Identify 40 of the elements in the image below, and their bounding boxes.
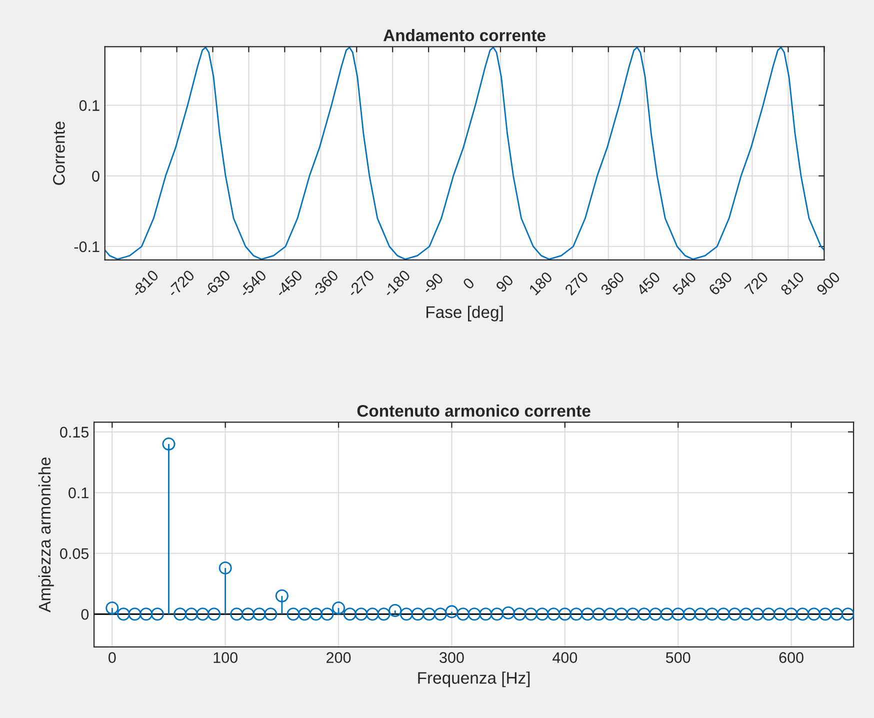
x-tick-label: -450 bbox=[274, 269, 304, 298]
y-tick-label: 0.1 bbox=[79, 100, 100, 111]
x-tick-label: -270 bbox=[346, 269, 375, 298]
chart-title: Andamento corrente bbox=[383, 29, 546, 42]
x-tick-label: 450 bbox=[636, 271, 661, 296]
x-tick-label: 810 bbox=[780, 271, 805, 296]
x-tick-label: -360 bbox=[310, 269, 339, 298]
x-tick-label: 720 bbox=[744, 271, 769, 296]
x-tick-label: 270 bbox=[564, 271, 589, 296]
x-tick-label: 540 bbox=[672, 271, 697, 296]
y-tick-label: 0.05 bbox=[60, 548, 89, 560]
x-tick-label: -180 bbox=[382, 269, 411, 298]
x-tick-label: 90 bbox=[495, 274, 514, 293]
chart-title: Contenuto armonico corrente bbox=[357, 404, 590, 417]
y-tick-label: 0.1 bbox=[68, 488, 88, 498]
x-tick-label: -810 bbox=[130, 269, 160, 298]
x-axis-title: Fase [deg] bbox=[426, 306, 503, 322]
x-tick-label: 360 bbox=[600, 271, 625, 296]
x-tick-label: 300 bbox=[440, 652, 464, 663]
x-tick-label: 400 bbox=[552, 652, 578, 663]
x-tick-label: -90 bbox=[422, 272, 444, 295]
x-tick-label: -540 bbox=[238, 269, 268, 298]
x-tick-label: 630 bbox=[708, 271, 733, 296]
x-tick-label: 180 bbox=[528, 271, 553, 296]
y-tick-label: 0 bbox=[92, 170, 100, 182]
x-tick-label: 0 bbox=[108, 652, 116, 663]
x-tick-label: 500 bbox=[666, 652, 690, 663]
x-tick-label: -630 bbox=[202, 269, 232, 298]
y-tick-label: -0.1 bbox=[74, 241, 100, 252]
x-tick-label: 200 bbox=[326, 652, 351, 663]
y-axis-title: Corrente bbox=[53, 122, 65, 185]
x-tick-label: 100 bbox=[214, 652, 238, 663]
x-tick-label: 900 bbox=[816, 271, 841, 296]
y-tick-label: 0 bbox=[81, 608, 89, 620]
x-tick-label: 0 bbox=[462, 277, 476, 290]
y-tick-label: 0.15 bbox=[60, 426, 89, 438]
y-axis-title: Ampiezza armoniche bbox=[38, 457, 54, 612]
x-tick-label: -720 bbox=[166, 269, 196, 298]
x-axis-title: Frequenza [Hz] bbox=[418, 672, 530, 688]
x-tick-label: 600 bbox=[779, 652, 804, 663]
